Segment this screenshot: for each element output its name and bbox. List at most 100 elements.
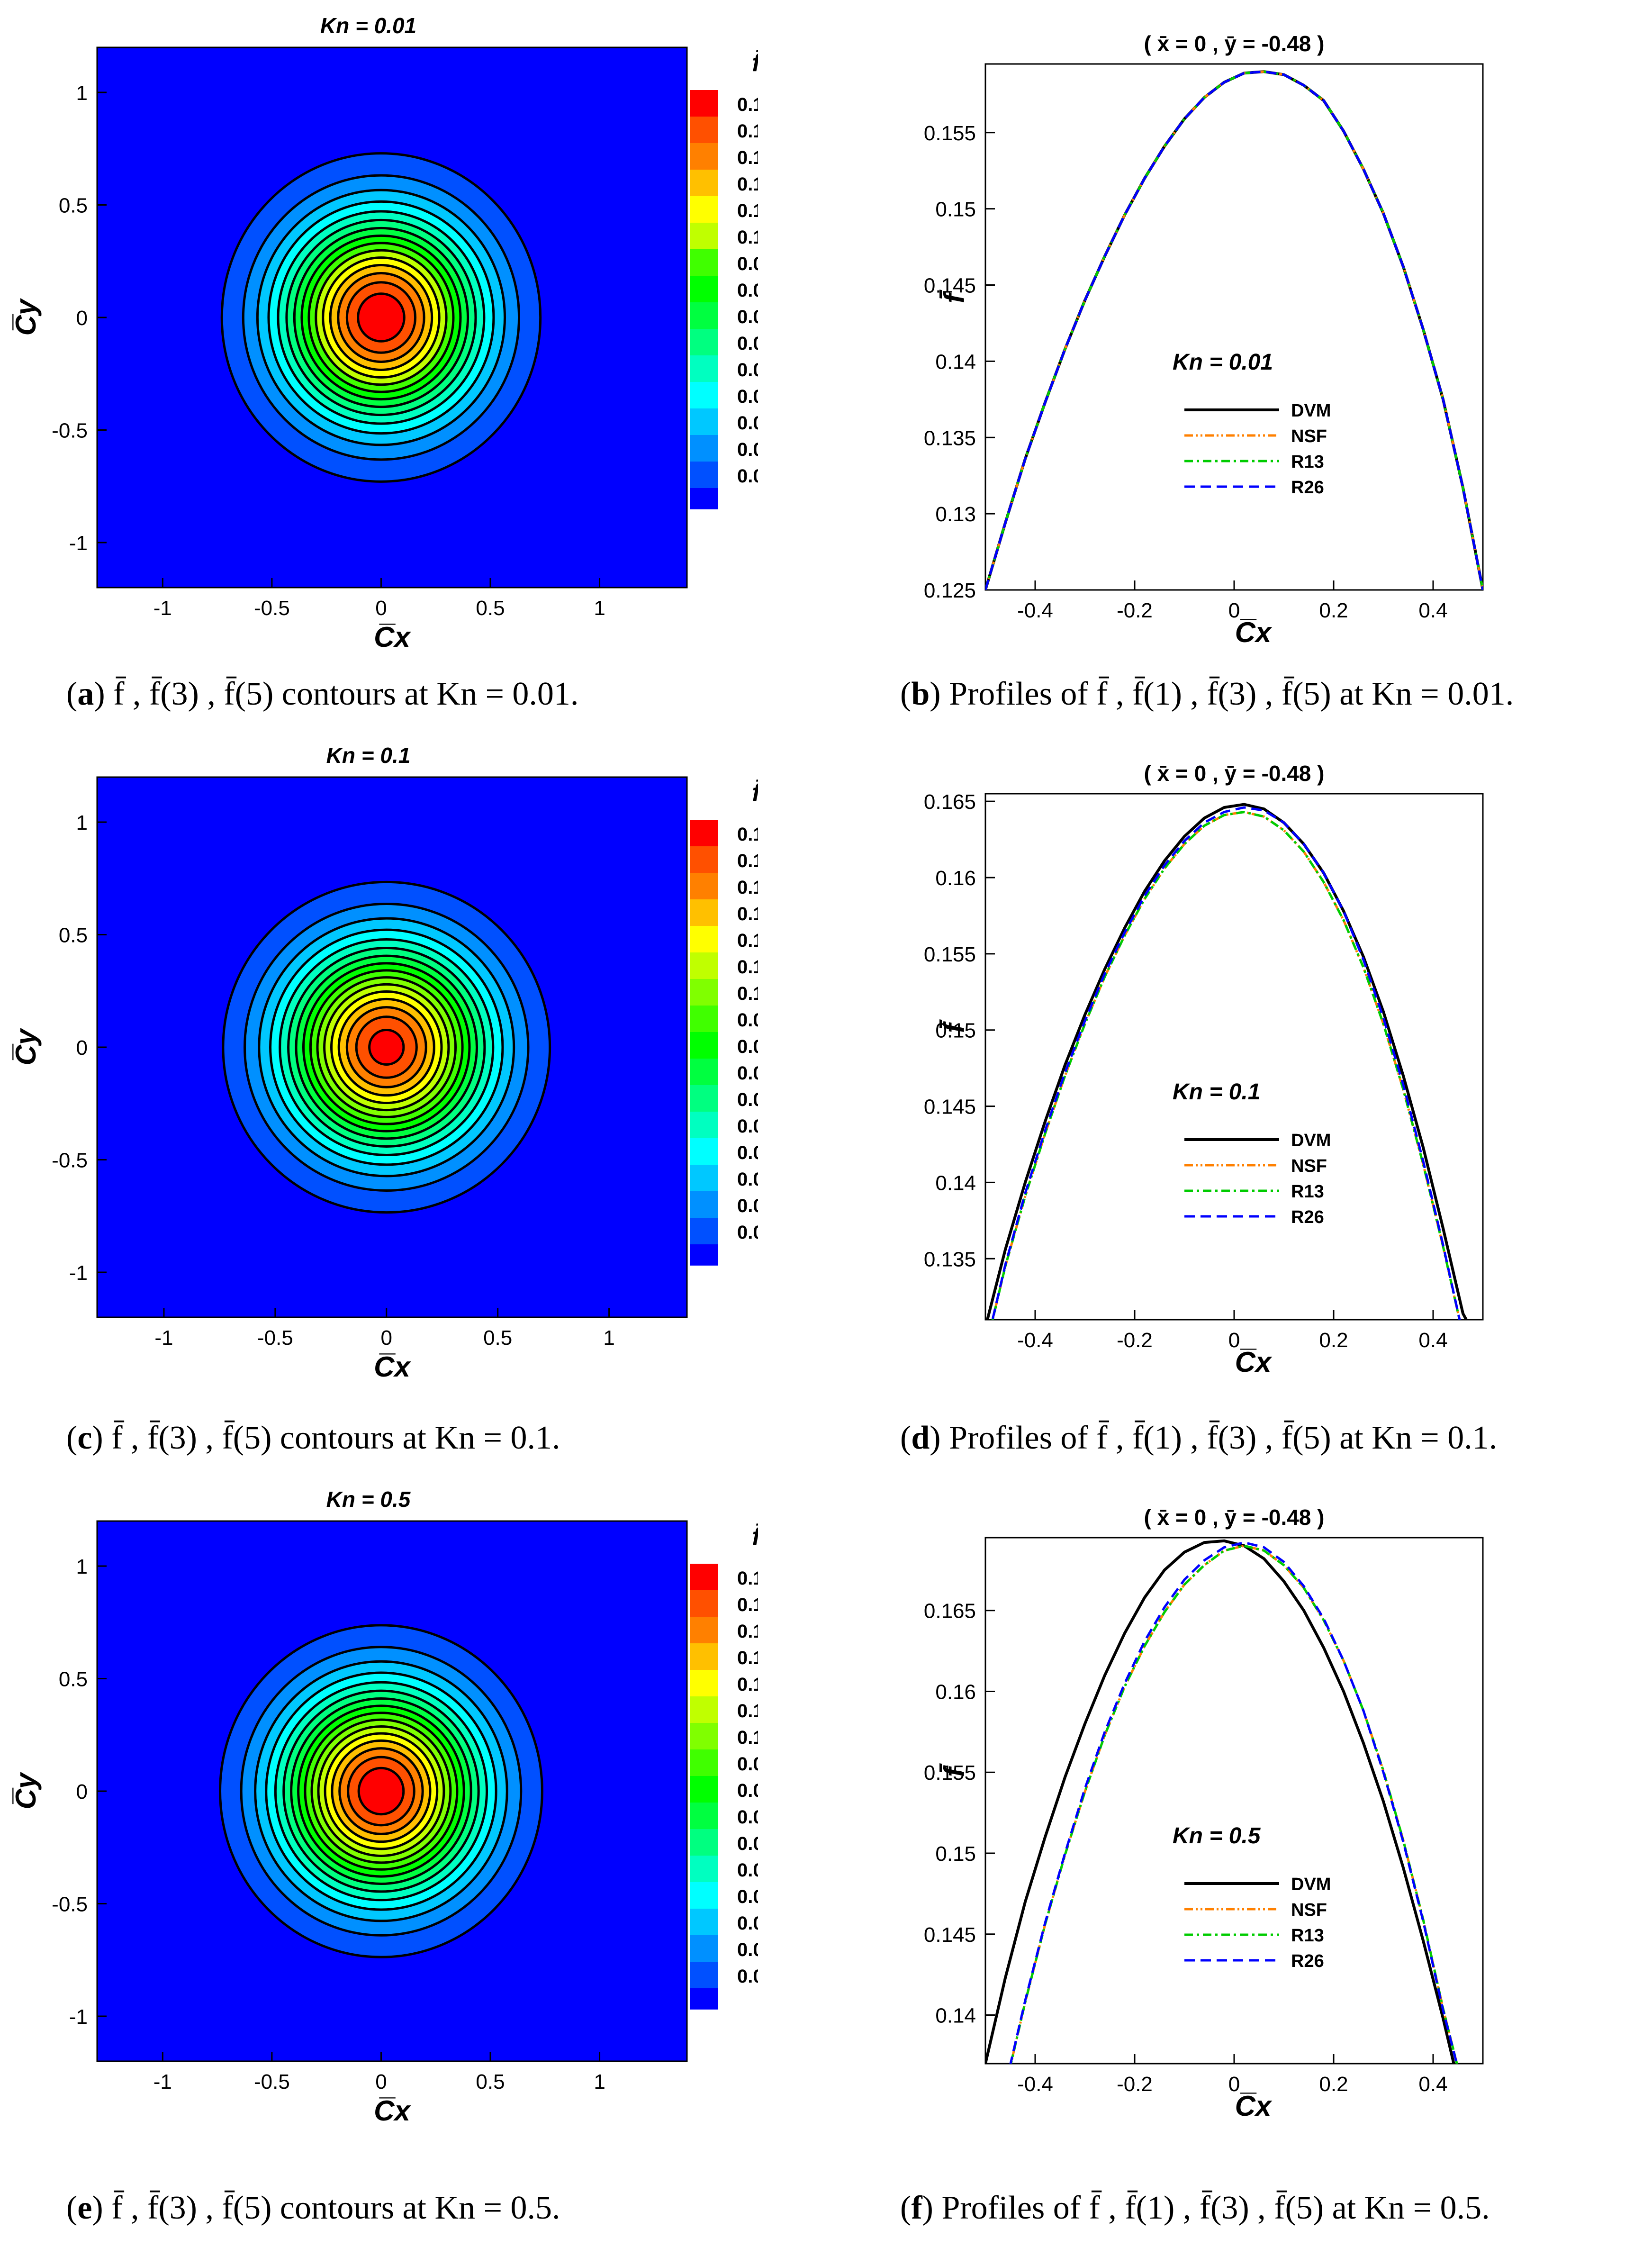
legend-label: 0.15 [737, 94, 758, 115]
legend-label: 0.12 [737, 1674, 758, 1695]
y-tick-label: 0.145 [924, 1923, 976, 1947]
x-tick-label: 0.2 [1319, 2073, 1348, 2096]
legend-label: 0.1 [737, 227, 758, 248]
legend-label: 0.01 [737, 1966, 758, 1987]
y-tick-label: 0.135 [924, 426, 976, 450]
legend-swatch [690, 1590, 718, 1617]
legend-label: 0.12 [737, 174, 758, 195]
legend-title: f̄ [752, 1523, 758, 1550]
legend-label: 0.01 [737, 466, 758, 487]
legend-swatch [690, 952, 718, 979]
contour-line [309, 969, 464, 1125]
x-tick-label: -0.5 [257, 1326, 293, 1350]
x-axis-label: C̅x [374, 2095, 411, 2127]
legend-label: 0.14 [737, 1621, 758, 1642]
y-tick-label: 0.5 [59, 194, 88, 217]
caption-a: (a) f̄ , f̄(3) , f̄(5) contours at Kn = … [66, 676, 579, 712]
legend-swatch [690, 1643, 718, 1670]
legend-label: 0.09 [737, 1010, 758, 1031]
legend-label: R26 [1291, 1951, 1324, 1971]
y-tick-label: -1 [69, 532, 88, 555]
contour-line [290, 1697, 472, 1885]
plot-frame [984, 793, 1484, 1321]
contour-line [220, 152, 542, 483]
legend-swatch [690, 143, 718, 170]
x-tick-label: 0 [375, 597, 387, 620]
x-tick-label: 0 [1228, 1329, 1240, 1352]
x-tick-label: 1 [594, 597, 605, 620]
contour-line [337, 997, 435, 1097]
x-axis-label: C̅x [374, 621, 411, 653]
legend-label: 0.15 [737, 1595, 758, 1615]
legend-swatch [690, 820, 718, 846]
legend-swatch [690, 1696, 718, 1723]
legend-label: 0.1 [737, 1727, 758, 1748]
y-tick-label: 0.14 [935, 1171, 976, 1195]
x-tick-label: -0.5 [254, 2070, 290, 2093]
x-tick-label: -0.4 [1017, 1329, 1053, 1352]
legend-swatch [690, 1776, 718, 1803]
contour-line [330, 990, 443, 1105]
y-tick-label: 0.165 [924, 1600, 976, 1623]
x-tick-label: 0 [1228, 599, 1240, 622]
contour-line [337, 272, 425, 363]
legend-swatch [690, 276, 718, 302]
chart-title: Kn = 0.01 [320, 13, 416, 38]
legend-label: 0.07 [737, 1807, 758, 1828]
contour-line [322, 256, 441, 379]
x-tick-label: -0.5 [254, 597, 290, 620]
contour-field [97, 1521, 687, 2061]
y-tick-label: 0.155 [924, 1761, 976, 1785]
series-line-dvm [986, 803, 1468, 1320]
contour-line [219, 1624, 543, 1958]
legend-swatch [690, 488, 718, 509]
legend-swatch [690, 1165, 718, 1191]
legend-label: 0.05 [737, 1860, 758, 1881]
x-tick-label: 1 [603, 1326, 614, 1350]
legend-swatch [690, 1244, 718, 1266]
y-tick-label: 0.15 [935, 1019, 976, 1042]
y-tick-label: 0.15 [935, 198, 976, 221]
contour-line [240, 1646, 523, 1937]
contour-line [269, 928, 504, 1166]
legend-label: 0.07 [737, 307, 758, 327]
legend-label: 0.14 [737, 877, 758, 898]
caption-e: (e) f̄ , f̄(3) , f̄(5) contours at Kn = … [66, 2190, 560, 2226]
legend-swatch [690, 1856, 718, 1882]
x-tick-label: -1 [154, 1326, 173, 1350]
contour-chart-kn-05: Kn = 0.5 -1 -0.5 0 0.5 1 -1 -0.5 0 0.5 1 C̅x C̅y f̄ 0.… [10, 1487, 775, 2127]
contour-line [242, 174, 521, 461]
contour-line [329, 264, 433, 371]
legend-swatch [690, 1218, 718, 1244]
y-tick-label: 0 [76, 1036, 88, 1060]
y-tick-label: 0 [76, 1780, 88, 1803]
kn-annotation: Kn = 0.1 [1173, 1079, 1260, 1105]
legend-label: 0.08 [737, 280, 758, 301]
contour-line [317, 1725, 445, 1857]
legend-swatch [690, 435, 718, 462]
x-tick-label: 0.2 [1319, 599, 1348, 622]
legend-label: DVM [1291, 401, 1331, 421]
x-tick-label: 0.5 [476, 597, 505, 620]
contour-band [359, 1768, 404, 1814]
contour-line [357, 292, 406, 343]
contour-line [316, 976, 457, 1118]
legend-label: 0.12 [737, 930, 758, 951]
chart-title: ( x̄ = 0 , ȳ = -0.48 ) [1144, 761, 1325, 786]
y-tick-label: 0.155 [924, 943, 976, 966]
chart-title: ( x̄ = 0 , ȳ = -0.48 ) [1144, 1505, 1325, 1530]
x-tick-label: 0 [375, 2070, 387, 2093]
series-line-r26 [991, 806, 1461, 1320]
legend-swatch [690, 329, 718, 355]
chart-title: Kn = 0.5 [326, 1487, 411, 1512]
contour-line [300, 234, 462, 401]
y-tick-label: 0.16 [935, 1680, 976, 1703]
contour-line [287, 947, 486, 1148]
contour-line [265, 1671, 497, 1911]
legend-label: 0.03 [737, 1169, 758, 1190]
legend-swatch [690, 1059, 718, 1085]
plot-frame [984, 1537, 1484, 2065]
series-line-r13 [1010, 1544, 1458, 2064]
legend-swatch [690, 1935, 718, 1962]
legend-swatch [690, 90, 718, 117]
